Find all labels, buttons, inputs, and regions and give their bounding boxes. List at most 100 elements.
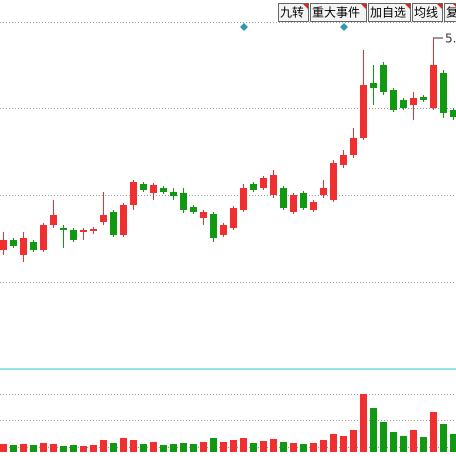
volume-bar bbox=[390, 432, 397, 452]
toolbar-button[interactable] bbox=[444, 3, 456, 22]
candle-body bbox=[180, 193, 187, 210]
candle-body bbox=[240, 188, 247, 210]
volume-bar bbox=[90, 445, 97, 452]
toolbar-button[interactable] bbox=[278, 3, 309, 22]
candle-body bbox=[150, 185, 157, 193]
candle-body bbox=[170, 192, 177, 196]
volume-bar bbox=[180, 443, 187, 452]
candle-body bbox=[380, 65, 387, 92]
volume-bar bbox=[280, 442, 287, 452]
toolbar-button[interactable] bbox=[310, 3, 367, 22]
candle-body bbox=[440, 73, 447, 113]
candle-body bbox=[390, 90, 397, 110]
volume-bar bbox=[100, 440, 107, 452]
candle-body bbox=[120, 205, 127, 235]
volume-bar bbox=[360, 394, 367, 452]
toolbar-label: 均线 bbox=[414, 6, 438, 20]
candle-body bbox=[30, 242, 37, 250]
candle-body bbox=[130, 182, 137, 205]
volume-bar bbox=[430, 412, 437, 452]
candle-body bbox=[210, 214, 217, 238]
volume-bar bbox=[70, 445, 77, 452]
volume-bar bbox=[440, 424, 447, 452]
volume-bar bbox=[410, 430, 417, 452]
volume-bar bbox=[170, 444, 177, 452]
corner-flag bbox=[303, 4, 308, 9]
candle-body bbox=[60, 228, 67, 230]
toolbar-button[interactable] bbox=[412, 3, 443, 22]
candle-body bbox=[10, 240, 17, 246]
candle-body bbox=[100, 215, 107, 222]
volume-bar bbox=[80, 446, 87, 452]
candle-body bbox=[270, 175, 277, 195]
corner-flag bbox=[437, 4, 442, 9]
corner-flag bbox=[453, 4, 456, 7]
candle-body bbox=[200, 212, 207, 218]
volume-bar bbox=[370, 408, 377, 452]
volume-bar bbox=[50, 444, 57, 452]
candle-body bbox=[0, 240, 7, 250]
candle-body bbox=[160, 188, 167, 192]
toolbar-label: 加自选 bbox=[370, 6, 406, 20]
volume-bar bbox=[10, 445, 17, 452]
candle-body bbox=[40, 225, 47, 250]
volume-bar bbox=[380, 422, 387, 452]
volume-bar bbox=[120, 438, 127, 452]
candle-body bbox=[190, 207, 197, 212]
volume-bar bbox=[200, 442, 207, 452]
volume-bar bbox=[450, 434, 456, 452]
candle-body bbox=[70, 230, 77, 240]
corner-flag bbox=[361, 4, 366, 9]
candle-body bbox=[280, 188, 287, 208]
candle-body bbox=[140, 184, 147, 190]
toolbar-button[interactable] bbox=[368, 3, 411, 22]
candle-body bbox=[450, 110, 456, 117]
volume-bar bbox=[230, 440, 237, 452]
candle-body bbox=[410, 98, 417, 105]
candle-body bbox=[230, 208, 237, 228]
volume-bar bbox=[310, 443, 317, 452]
volume-bar bbox=[290, 443, 297, 452]
candle-body bbox=[50, 215, 57, 225]
candle-body bbox=[420, 97, 427, 100]
volume-bar bbox=[130, 440, 137, 452]
candle-body bbox=[320, 188, 327, 195]
toolbar: 九转 重大事件 加自选 均线复 bbox=[278, 3, 456, 22]
toolbar-label: 复 bbox=[446, 6, 456, 20]
candle-body bbox=[350, 138, 357, 155]
volume-bar bbox=[160, 445, 167, 452]
candle-body bbox=[370, 83, 377, 88]
volume-bar bbox=[250, 443, 257, 452]
candle-body bbox=[220, 225, 227, 235]
volume-bar bbox=[20, 444, 27, 452]
volume-bar bbox=[320, 440, 327, 452]
candle-body bbox=[360, 85, 367, 138]
candle-body bbox=[20, 238, 27, 255]
volume-bar bbox=[110, 443, 117, 452]
candle-body bbox=[400, 100, 407, 108]
candle-body bbox=[300, 193, 307, 208]
candle-body bbox=[260, 178, 267, 188]
corner-flag bbox=[405, 4, 410, 9]
volume-bar bbox=[240, 438, 247, 452]
volume-bar bbox=[330, 434, 337, 452]
volume-bar bbox=[340, 436, 347, 452]
candle-body bbox=[90, 229, 97, 231]
candle-body bbox=[250, 184, 257, 190]
volume-bar bbox=[150, 442, 157, 452]
toolbar-label: 九转 bbox=[280, 5, 304, 20]
volume-bar bbox=[220, 442, 227, 452]
candle-body bbox=[340, 155, 347, 165]
candle-body bbox=[80, 230, 87, 232]
volume-bar bbox=[60, 446, 67, 452]
volume-bar bbox=[40, 443, 47, 452]
candle-body bbox=[430, 65, 437, 108]
volume-bar bbox=[0, 444, 7, 452]
volume-bar bbox=[300, 444, 307, 452]
candle-body bbox=[310, 202, 317, 210]
toolbar-label: 重大事件 bbox=[312, 6, 360, 20]
volume-bar bbox=[350, 430, 357, 452]
volume-bar bbox=[420, 437, 427, 452]
